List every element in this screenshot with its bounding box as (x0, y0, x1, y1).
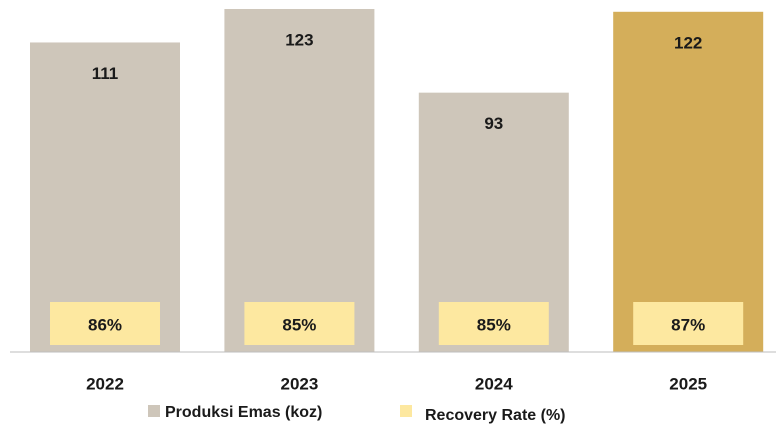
bar (30, 42, 180, 353)
x-tick-label: 2022 (86, 374, 124, 393)
recovery-box (244, 302, 355, 345)
bar-value-label: 93 (484, 114, 503, 133)
bar-value-label: 122 (674, 33, 702, 52)
legend-label: Recovery Rate (%) (425, 407, 566, 424)
bar-value-label: 123 (285, 30, 313, 49)
recovery-label: 87% (671, 315, 705, 334)
x-tick-label: 2025 (669, 374, 707, 393)
recovery-box (438, 302, 549, 345)
recovery-box (50, 302, 160, 345)
recovery-label: 86% (88, 315, 122, 334)
recovery-label: 85% (477, 315, 511, 334)
legend-swatch (148, 405, 160, 417)
recovery-box (633, 302, 744, 345)
bar-value-label: 111 (92, 64, 119, 83)
bar (613, 11, 764, 353)
recovery-label: 85% (282, 315, 316, 334)
x-tick-label: 2023 (280, 374, 318, 393)
x-tick-label: 2024 (475, 374, 513, 393)
legend-label: Produksi Emas (koz) (165, 404, 322, 421)
bar (224, 9, 375, 352)
legend-swatch (400, 405, 412, 417)
